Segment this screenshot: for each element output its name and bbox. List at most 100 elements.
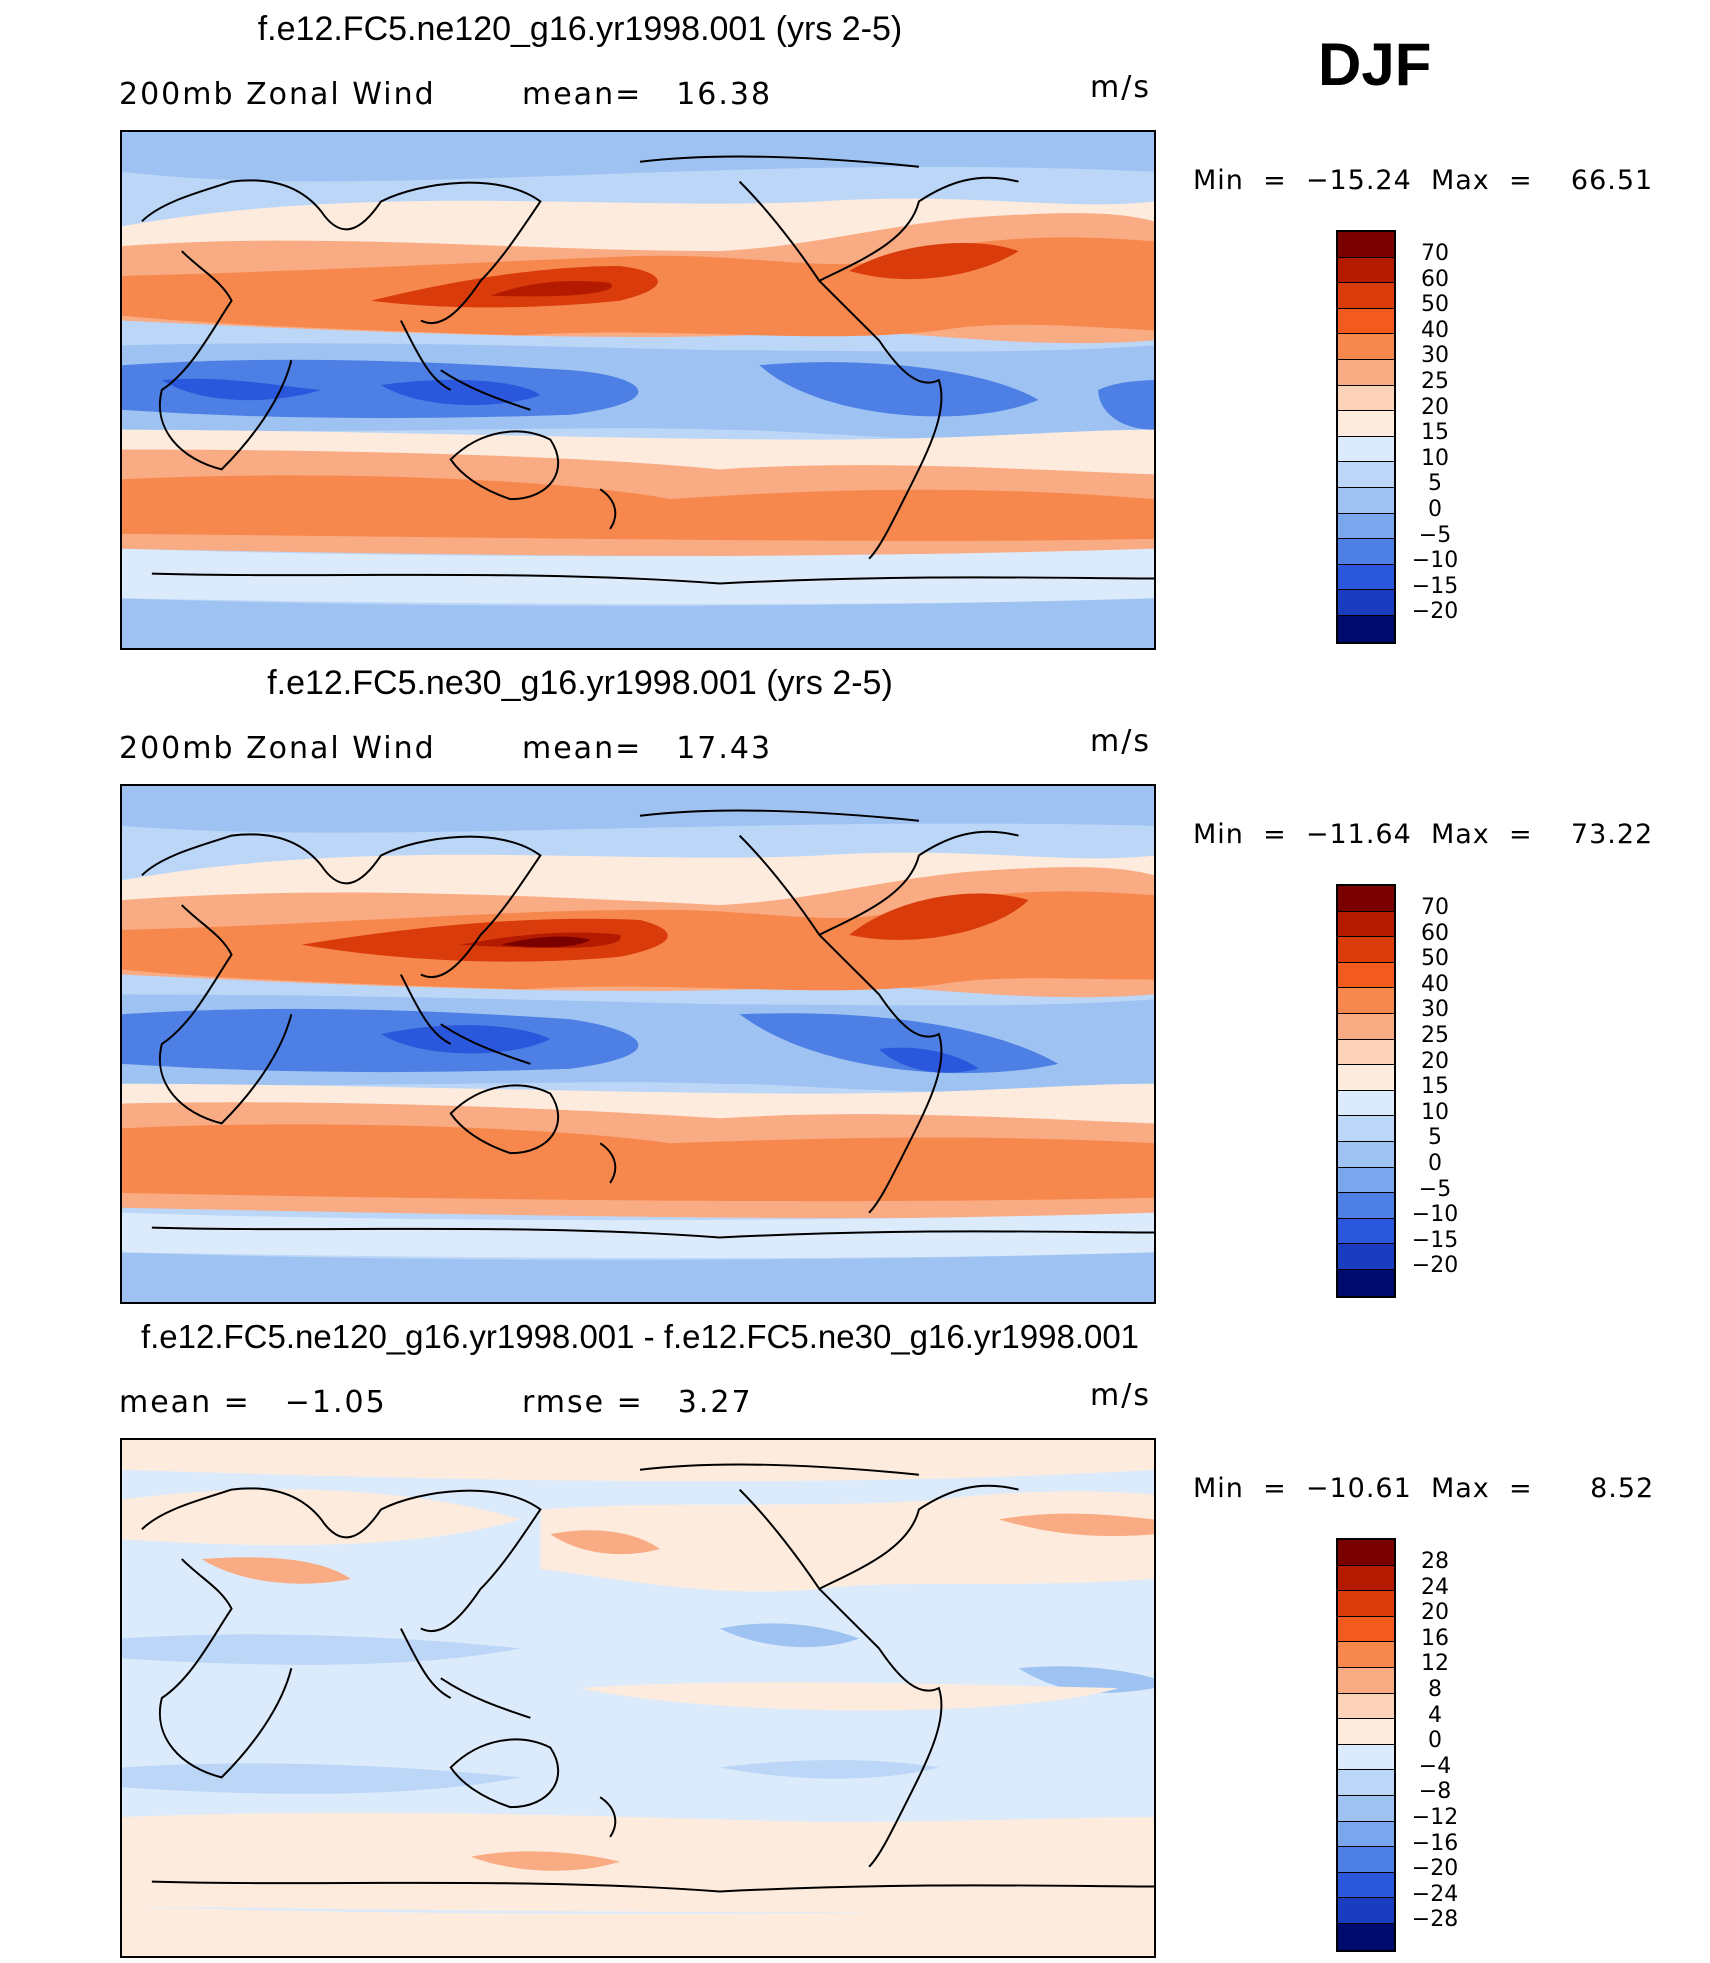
map-ne120 — [120, 130, 1156, 650]
min-value: −11.64 — [1305, 819, 1412, 850]
legend-swatch — [1338, 487, 1394, 514]
legend-label: 10 — [1421, 1099, 1449, 1125]
legend-label: 40 — [1421, 971, 1449, 997]
legend-label: 24 — [1421, 1574, 1449, 1600]
legend-label: 28 — [1421, 1549, 1449, 1574]
panel-title: f.e12.FC5.ne30_g16.yr1998.001 (yrs 2-5) — [267, 664, 893, 702]
legend-swatch — [1338, 1244, 1394, 1270]
legend-swatch — [1338, 564, 1394, 591]
legend-label: 50 — [1421, 292, 1449, 318]
legend-swatch — [1338, 257, 1394, 284]
legend-label: 70 — [1421, 241, 1449, 266]
max-label: Max — [1430, 1473, 1490, 1504]
legend-swatch — [1338, 1667, 1394, 1694]
rmse-label: rmse = — [522, 1385, 644, 1420]
max-value: 8.52 — [1590, 1473, 1655, 1504]
legend-swatch — [1338, 334, 1394, 360]
panel-title: f.e12.FC5.ne120_g16.yr1998.001 - f.e12.F… — [140, 1318, 1140, 1355]
legend-swatch — [1338, 411, 1394, 437]
legend-label: −28 — [1411, 1907, 1459, 1933]
legend-label: 50 — [1421, 946, 1449, 972]
field-label: 200mb Zonal Wind — [119, 77, 436, 112]
legend-swatch — [1338, 1013, 1394, 1040]
mean-value: 16.38 — [676, 77, 773, 112]
legend-label: −10 — [1411, 548, 1459, 574]
legend-label: −20 — [1411, 1253, 1459, 1279]
legend-swatch — [1338, 1269, 1394, 1296]
legend-swatch — [1338, 1795, 1394, 1822]
legend-label: 5 — [1428, 471, 1442, 497]
legend-label: 5 — [1428, 1125, 1442, 1151]
legend-label: −20 — [1411, 1856, 1459, 1882]
legend-swatch — [1338, 1090, 1394, 1117]
contour-map — [122, 786, 1154, 1302]
legend-swatch — [1338, 1141, 1394, 1168]
legend-swatch — [1338, 1744, 1394, 1771]
legend-swatch — [1338, 1821, 1394, 1848]
units-label: m/s — [1090, 1378, 1151, 1413]
legend-label: 10 — [1421, 445, 1449, 471]
min-label: Min — [1193, 819, 1244, 850]
rmse-readout: rmse = 3.27 — [522, 1385, 753, 1420]
season-label: DJF — [1318, 31, 1432, 98]
panel-difference: f.e12.FC5.ne120_g16.yr1998.001 - f.e12.F… — [0, 1308, 1710, 1963]
map-ne30 — [120, 784, 1156, 1304]
legend-swatch — [1338, 1642, 1394, 1668]
legend-label: 20 — [1421, 1600, 1449, 1626]
legend-swatch — [1338, 1898, 1394, 1924]
min-max-readout: Min = −15.24 Max = 66.51 — [1193, 165, 1654, 196]
max-value: 66.51 — [1570, 165, 1654, 196]
legend-swatch — [1338, 988, 1394, 1014]
legend-swatch — [1338, 1039, 1394, 1066]
units-label: m/s — [1090, 724, 1151, 759]
legend-label: −24 — [1411, 1881, 1459, 1907]
legend-label: 70 — [1421, 895, 1449, 920]
legend-swatch — [1338, 1847, 1394, 1873]
panel-ne30: f.e12.FC5.ne30_g16.yr1998.001 (yrs 2-5) … — [0, 654, 1710, 1309]
mean-readout: mean= 16.38 — [522, 77, 772, 112]
legend-label: 60 — [1421, 266, 1449, 292]
map-difference — [120, 1438, 1156, 1958]
legend-swatch — [1338, 615, 1394, 642]
legend-swatch — [1338, 1116, 1394, 1142]
legend-swatch — [1338, 937, 1394, 963]
legend-label: 60 — [1421, 920, 1449, 946]
min-max-readout: Min = −11.64 Max = 73.22 — [1193, 819, 1654, 850]
variable-name: 200mb Zonal Wind — [119, 731, 436, 766]
min-max-readout: Min = −10.61 Max = 8.52 — [1193, 1473, 1655, 1504]
legend-swatch — [1338, 1770, 1394, 1796]
legend-label: 12 — [1421, 1651, 1449, 1677]
legend-swatch — [1338, 359, 1394, 386]
mean-readout: mean = −1.05 — [119, 1385, 387, 1420]
rmse-value: 3.27 — [677, 1385, 753, 1420]
mean-label: mean = — [119, 1385, 251, 1420]
legend-swatch — [1338, 1065, 1394, 1091]
legend-label: 40 — [1421, 317, 1449, 343]
legend-swatch — [1338, 1719, 1394, 1745]
min-value: −10.61 — [1305, 1473, 1412, 1504]
legend-swatch — [1338, 539, 1394, 565]
legend-swatch — [1338, 436, 1394, 463]
legend-swatch — [1338, 1693, 1394, 1720]
legend-swatch — [1338, 590, 1394, 616]
legend-swatch — [1338, 1167, 1394, 1194]
legend-label: 30 — [1421, 997, 1449, 1023]
legend-swatch — [1338, 1193, 1394, 1219]
mean-value: 17.43 — [676, 731, 773, 766]
legend-swatch — [1338, 385, 1394, 412]
legend-label: 8 — [1428, 1677, 1442, 1702]
mean-label: mean= — [522, 731, 643, 766]
min-label: Min — [1193, 165, 1244, 196]
legend-label: 20 — [1421, 394, 1449, 420]
legend-swatch — [1338, 232, 1394, 258]
max-label: Max — [1430, 165, 1490, 196]
legend-label: 0 — [1428, 1151, 1442, 1176]
color-legend — [1336, 230, 1396, 644]
legend-label: 25 — [1421, 369, 1449, 394]
color-legend — [1336, 1538, 1396, 1952]
min-label: Min — [1193, 1473, 1244, 1504]
legend-swatch — [1338, 283, 1394, 309]
legend-swatch — [1338, 1540, 1394, 1566]
color-legend — [1336, 884, 1396, 1298]
legend-swatch — [1338, 308, 1394, 335]
